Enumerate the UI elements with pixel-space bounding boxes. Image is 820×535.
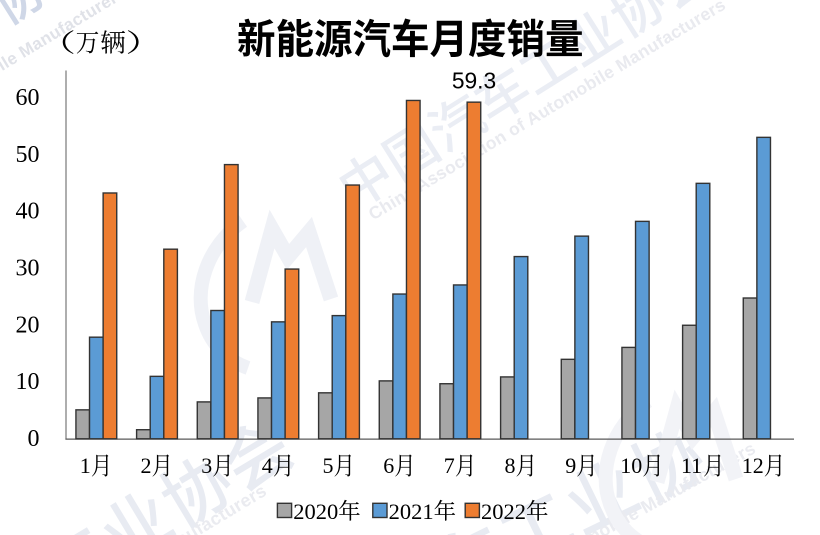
- svg-text:59.3: 59.3: [452, 68, 496, 94]
- svg-text:3: 3: [201, 453, 212, 478]
- svg-text:12: 12: [742, 453, 764, 478]
- svg-text:5: 5: [323, 453, 334, 478]
- svg-text:2: 2: [141, 453, 152, 478]
- svg-text:2022: 2022: [481, 499, 526, 524]
- svg-text:2021: 2021: [389, 499, 434, 524]
- svg-text:7: 7: [444, 453, 455, 478]
- svg-text:30: 30: [16, 256, 40, 282]
- svg-text:40: 40: [16, 199, 40, 225]
- svg-text:50: 50: [16, 142, 40, 168]
- svg-text:1: 1: [80, 453, 91, 478]
- svg-text:60: 60: [16, 85, 40, 111]
- svg-text:8: 8: [505, 453, 516, 478]
- svg-text:9: 9: [565, 453, 576, 478]
- svg-text:0: 0: [28, 426, 40, 452]
- svg-text:2020: 2020: [293, 499, 338, 524]
- svg-text:4: 4: [262, 453, 273, 478]
- svg-text:10: 10: [16, 369, 40, 395]
- svg-text:6: 6: [383, 453, 394, 478]
- svg-text:10: 10: [620, 453, 642, 478]
- svg-text:20: 20: [16, 312, 40, 338]
- svg-text:11: 11: [681, 453, 702, 478]
